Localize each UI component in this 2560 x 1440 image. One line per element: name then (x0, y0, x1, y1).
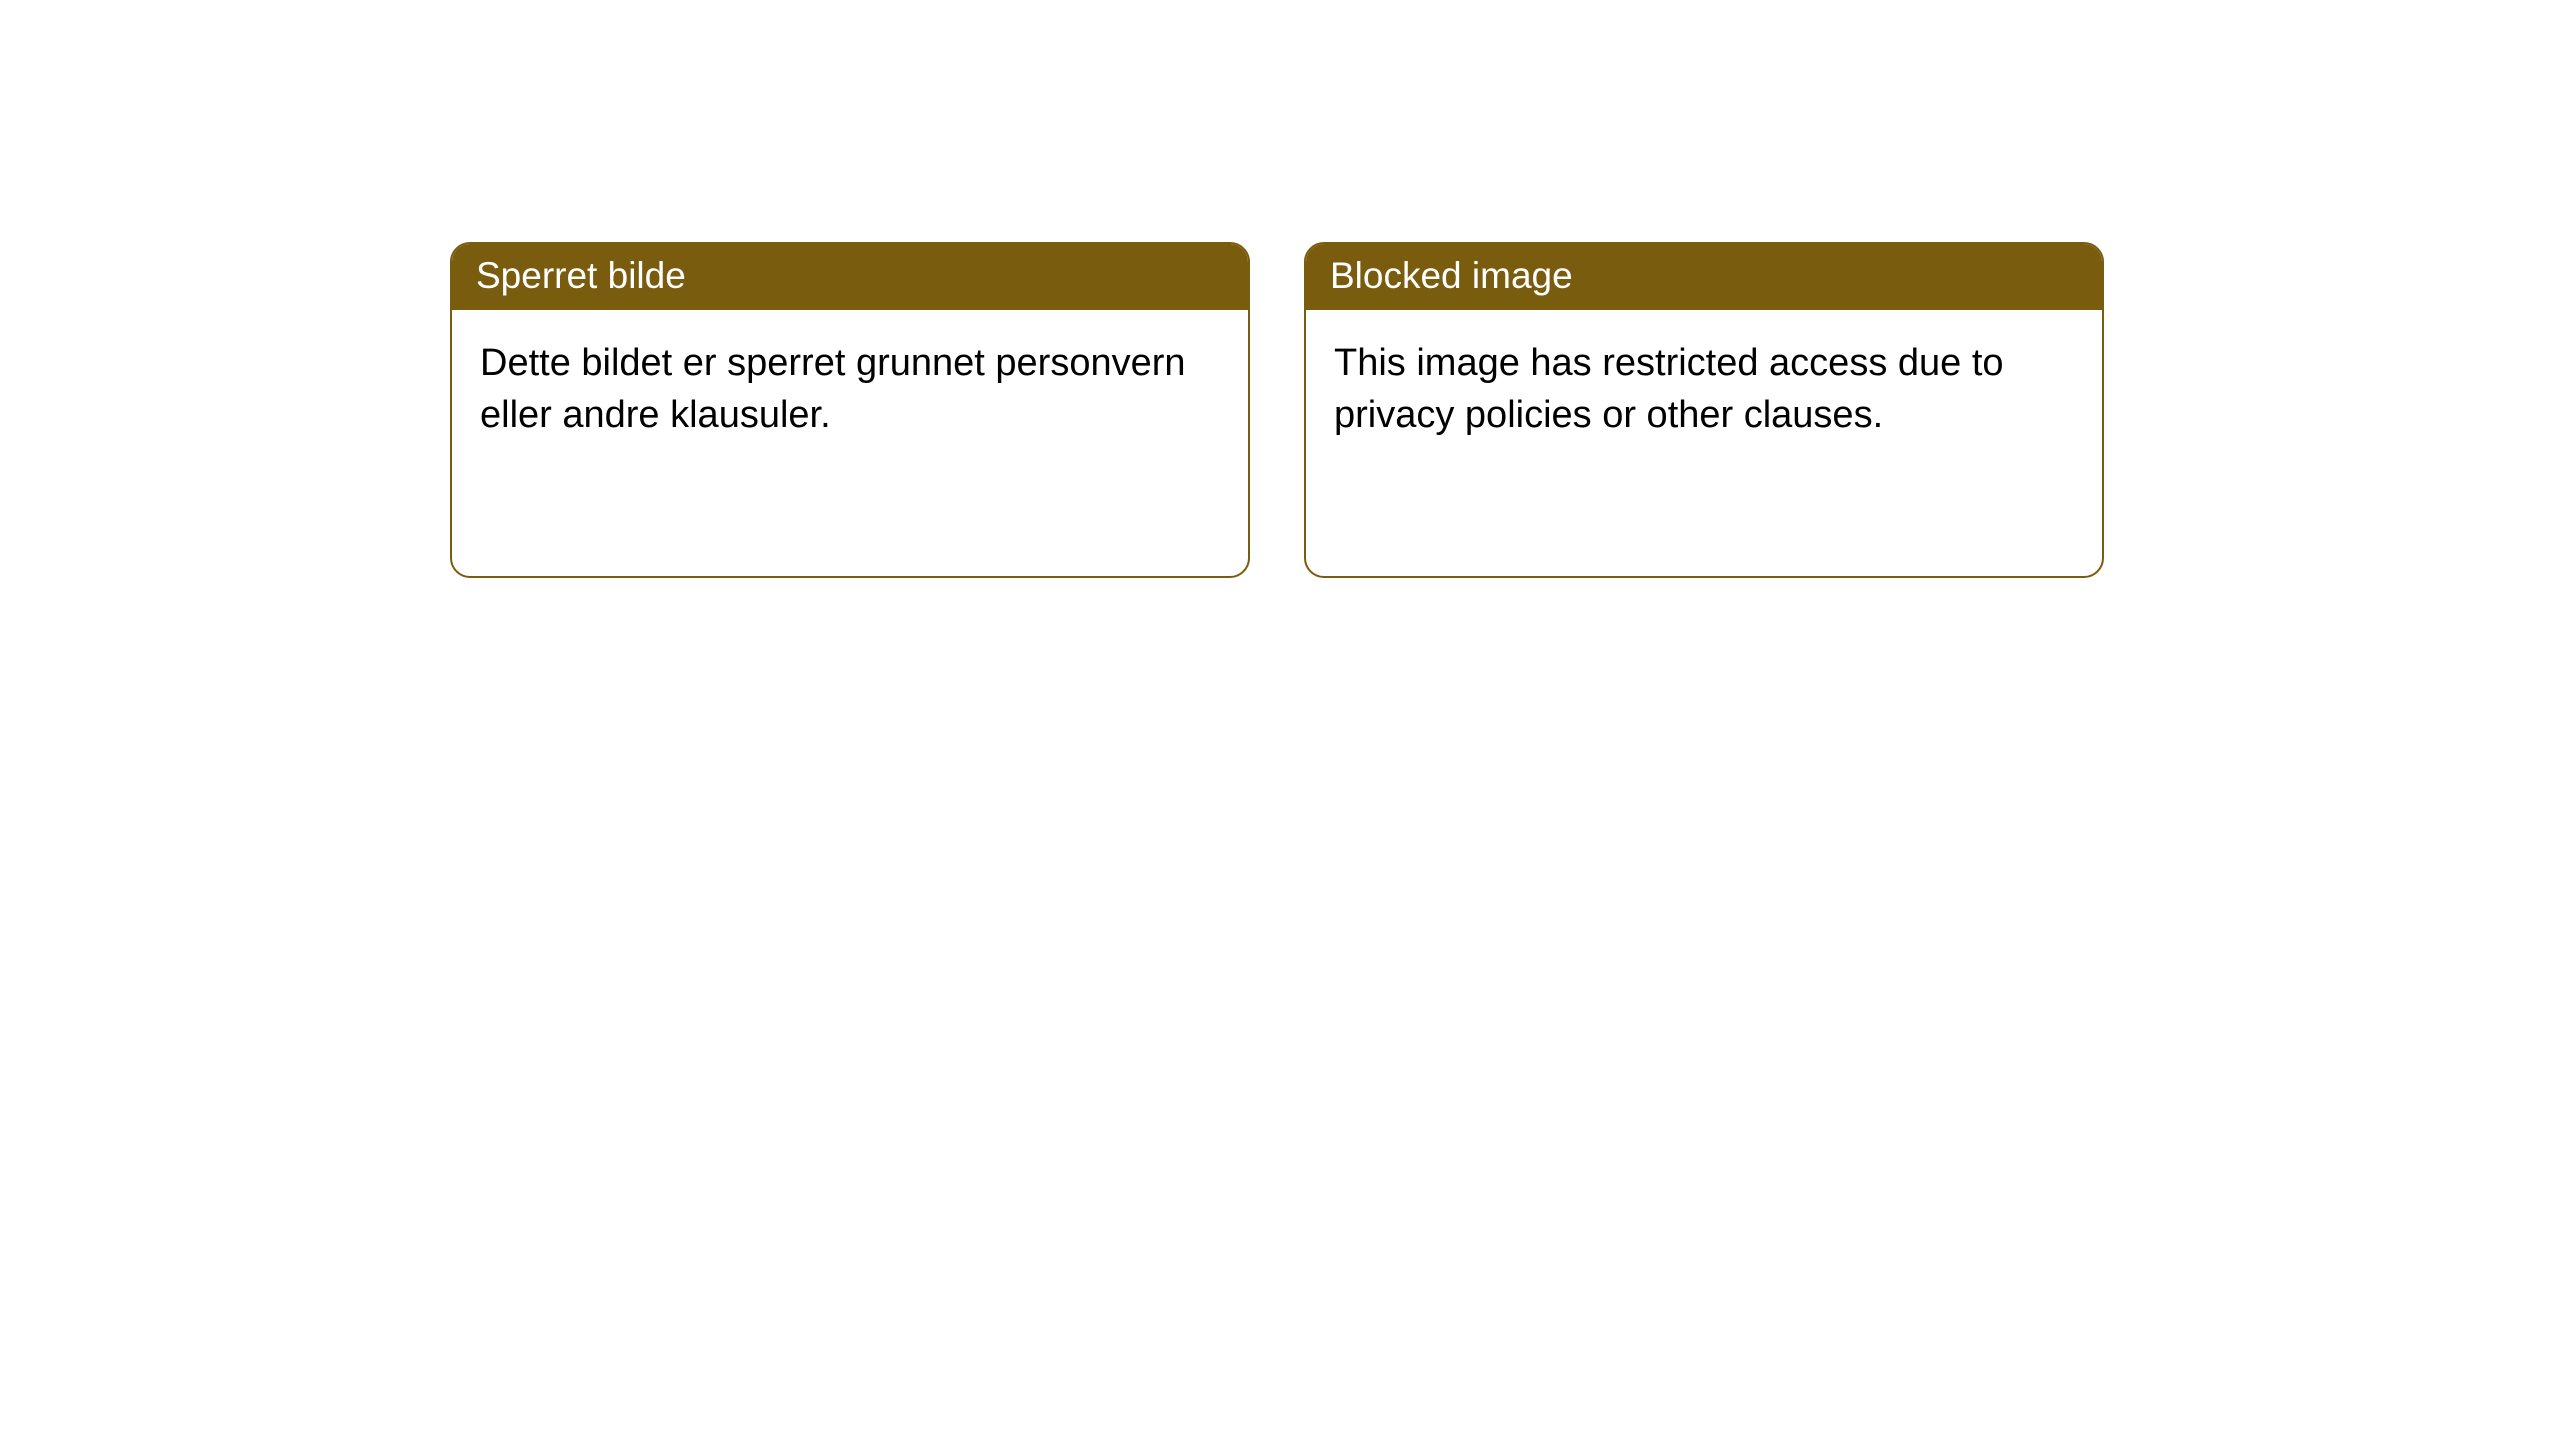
card-body: Dette bildet er sperret grunnet personve… (452, 310, 1248, 576)
card-message: Dette bildet er sperret grunnet personve… (480, 342, 1186, 435)
card-body: This image has restricted access due to … (1306, 310, 2102, 576)
card-header: Blocked image (1306, 244, 2102, 310)
card-header: Sperret bilde (452, 244, 1248, 310)
notice-cards-container: Sperret bilde Dette bildet er sperret gr… (450, 242, 2104, 578)
card-message: This image has restricted access due to … (1334, 342, 2004, 435)
notice-card-english: Blocked image This image has restricted … (1304, 242, 2104, 578)
card-title: Blocked image (1330, 255, 1573, 296)
card-title: Sperret bilde (476, 255, 686, 296)
notice-card-norwegian: Sperret bilde Dette bildet er sperret gr… (450, 242, 1250, 578)
